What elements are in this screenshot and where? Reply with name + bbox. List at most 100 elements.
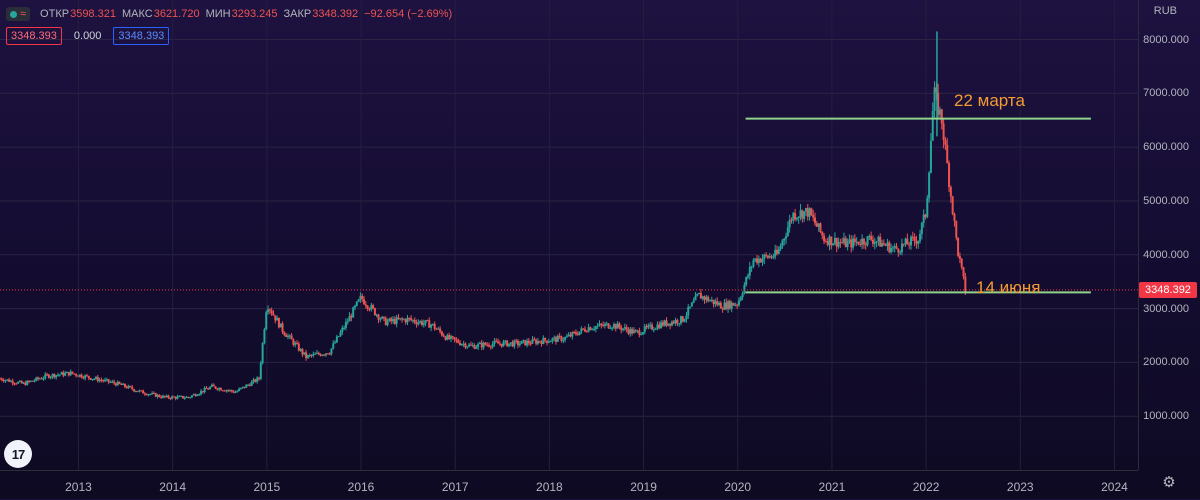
candle-body xyxy=(895,246,898,249)
price-badge-red[interactable]: 3348.393 xyxy=(6,27,62,45)
candle-body xyxy=(268,309,271,311)
candle-body xyxy=(589,327,592,330)
candle-body xyxy=(480,342,483,348)
price-tick-label: 5000.000 xyxy=(1143,194,1189,207)
candle-body xyxy=(737,300,740,306)
candle-body xyxy=(540,341,543,345)
candle-body xyxy=(888,242,891,253)
candle-body xyxy=(605,323,608,325)
candle-body xyxy=(549,341,552,343)
candle-body xyxy=(176,396,179,399)
candle-body xyxy=(583,329,586,332)
candle-body xyxy=(777,249,780,254)
candle-body xyxy=(808,208,811,217)
price-badge-blue[interactable]: 3348.393 xyxy=(113,27,170,45)
candle-body xyxy=(0,378,1,380)
candle-body xyxy=(634,330,637,332)
candle-body xyxy=(786,227,789,237)
candle-body xyxy=(899,252,902,254)
candle-body xyxy=(772,256,775,258)
status-dot-icon xyxy=(10,10,17,18)
candle-body xyxy=(424,320,427,324)
candle-body xyxy=(725,302,728,310)
candle-body xyxy=(609,328,612,330)
candle-body xyxy=(205,387,208,389)
candle-body xyxy=(406,317,409,323)
candle-body xyxy=(665,320,668,326)
candle-body xyxy=(93,378,96,380)
candle-body xyxy=(823,235,826,242)
candle-body xyxy=(40,378,43,380)
candle-body xyxy=(138,390,141,392)
candle-body xyxy=(397,317,400,320)
candle-body xyxy=(460,344,463,346)
candle-body xyxy=(96,377,99,382)
candle-body xyxy=(736,304,739,306)
candle-body xyxy=(766,255,769,258)
gear-icon[interactable]: ⚙ xyxy=(1162,474,1176,491)
candle-body xyxy=(745,277,748,285)
candle-body xyxy=(759,258,762,263)
candle-body xyxy=(857,241,860,245)
candle-body xyxy=(203,387,206,393)
candle-body xyxy=(158,394,161,397)
price-tick-label: 6000.000 xyxy=(1143,141,1189,154)
candle-body xyxy=(276,318,279,321)
candle-body xyxy=(58,374,61,376)
candle-body xyxy=(468,344,471,347)
candle-body xyxy=(372,305,375,309)
candle-body xyxy=(44,374,47,379)
candle-body xyxy=(277,318,280,328)
candle-body xyxy=(629,328,632,334)
candle-body xyxy=(125,386,128,389)
price-tick-label: 2000.000 xyxy=(1143,356,1189,369)
candle-body xyxy=(748,266,751,276)
volume-badge[interactable]: 0.000 xyxy=(73,30,102,42)
chart-area[interactable] xyxy=(0,0,1138,470)
candle-body xyxy=(279,323,282,328)
candle-body xyxy=(248,384,251,386)
candle-body xyxy=(893,246,896,248)
candle-body xyxy=(821,231,824,236)
candle-body xyxy=(442,335,445,337)
candle-body xyxy=(694,295,697,301)
candle-body xyxy=(647,325,650,328)
time-axis[interactable]: 2013 2014 2015 2016 2017 2018 2019 2020 2021 2022… xyxy=(0,470,1138,500)
candle-body xyxy=(555,337,558,342)
candle-body xyxy=(181,395,184,399)
candle-body xyxy=(120,383,123,386)
symbol-badge[interactable]: ≈ xyxy=(6,7,31,21)
price-chart[interactable] xyxy=(0,0,1138,470)
candle-body xyxy=(8,379,11,382)
candle-body xyxy=(955,221,958,238)
candle-body xyxy=(698,292,701,295)
candle-body xyxy=(104,379,107,381)
candle-body xyxy=(105,379,108,381)
candle-body xyxy=(850,239,853,248)
price-axis[interactable]: RUB 1000.000 2000.000 3000.000 4000.000 5000… xyxy=(1138,0,1200,470)
candle-body xyxy=(437,328,440,330)
candle-body xyxy=(219,388,222,391)
candle-body xyxy=(558,335,561,337)
candle-body xyxy=(862,238,865,245)
candle-body xyxy=(353,305,356,308)
candle-body xyxy=(882,243,885,245)
candle-body xyxy=(701,296,704,299)
candle-body xyxy=(348,315,351,322)
tradingview-logo[interactable]: 17 xyxy=(4,440,32,468)
candle-body xyxy=(506,340,509,347)
candle-body xyxy=(839,242,842,244)
candle-body xyxy=(281,323,284,333)
candle-body xyxy=(341,327,344,333)
candle-body xyxy=(401,318,404,320)
candle-body xyxy=(145,394,148,396)
candle-body xyxy=(133,389,136,392)
candle-body xyxy=(585,331,588,333)
candle-body xyxy=(663,320,666,326)
price-tick-label: 3000.000 xyxy=(1143,302,1189,315)
candle-body xyxy=(428,320,431,328)
candle-body xyxy=(448,335,451,339)
candle-body xyxy=(507,343,510,347)
candle-body xyxy=(712,299,715,305)
candle-body xyxy=(319,354,322,356)
